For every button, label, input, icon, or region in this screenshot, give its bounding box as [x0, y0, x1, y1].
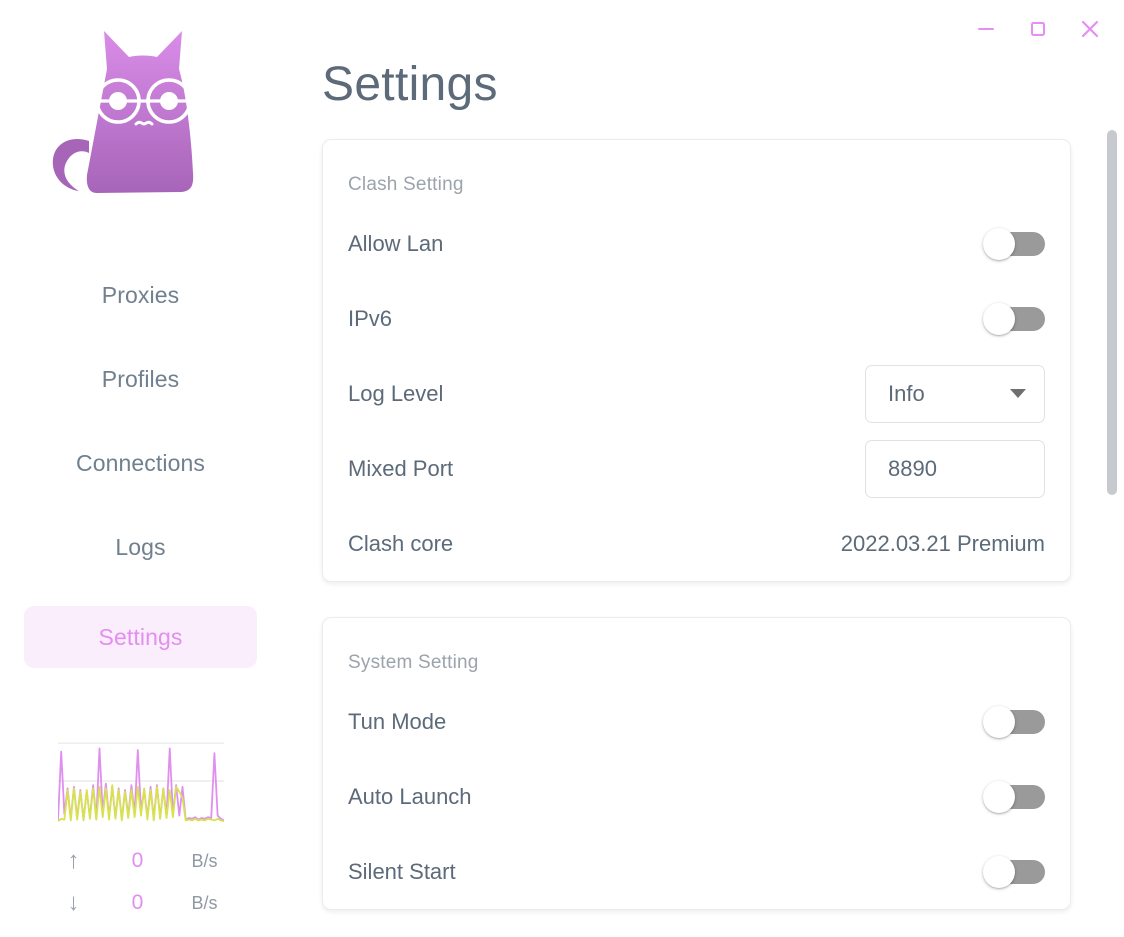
setting-label: Tun Mode [348, 708, 447, 734]
setting-label: Allow Lan [348, 230, 444, 256]
window-controls [960, 0, 1124, 58]
download-speed-row: ↓ 0 B/s [46, 882, 236, 924]
card-title: System Setting [348, 652, 479, 673]
traffic-series-download [57, 784, 224, 823]
maximize-button[interactable] [1012, 6, 1064, 52]
sidebar-item-proxies[interactable]: Proxies [24, 270, 257, 320]
minimize-button[interactable] [960, 6, 1012, 52]
sidebar-nav: Proxies Profiles Connections Logs Settin… [24, 270, 257, 668]
sidebar-item-label: Proxies [101, 281, 180, 308]
cat-logo-icon [52, 31, 196, 193]
silent-start-toggle[interactable] [983, 855, 1045, 888]
sidebar: Proxies Profiles Connections Logs Settin… [0, 0, 281, 937]
clash-setting-card: Clash Setting Allow Lan IPv6 [322, 139, 1071, 582]
setting-label: Mixed Port [348, 455, 454, 481]
close-button[interactable] [1064, 6, 1116, 52]
auto-launch-toggle[interactable] [983, 780, 1045, 813]
setting-row-ipv6: IPv6 [348, 281, 1045, 356]
log-level-value: Info [888, 380, 925, 406]
maximize-icon [1031, 22, 1045, 36]
setting-label: IPv6 [348, 305, 393, 331]
setting-label: Clash core [348, 530, 454, 556]
setting-row-clash-core: Clash core 2022.03.21 Premium [348, 506, 1045, 581]
sidebar-item-logs[interactable]: Logs [24, 522, 257, 572]
scrollbar-thumb[interactable] [1107, 130, 1117, 495]
card-title: Clash Setting [348, 174, 464, 195]
sidebar-item-label: Connections [76, 449, 205, 476]
traffic-widget: ↑ 0 B/s ↓ 0 B/s [41, 736, 241, 924]
setting-row-allow-lan: Allow Lan [348, 206, 1045, 281]
toggle-knob [983, 705, 1015, 738]
setting-label: Log Level [348, 380, 444, 406]
log-level-select[interactable]: Info [865, 364, 1045, 423]
settings-cards: Clash Setting Allow Lan IPv6 [281, 139, 1124, 910]
setting-row-mixed-port: Mixed Port [348, 431, 1045, 506]
upload-arrow-icon: ↑ [67, 847, 80, 874]
sidebar-item-label: Logs [115, 533, 166, 560]
setting-row-silent-start: Silent Start [348, 834, 1045, 909]
sidebar-item-label: Profiles [101, 365, 180, 392]
toggle-knob [983, 227, 1015, 260]
toggle-knob [983, 780, 1015, 813]
toggle-knob [983, 302, 1015, 335]
upload-speed-value: 0 [131, 849, 144, 872]
sidebar-item-label: Settings [98, 623, 183, 650]
page-title: Settings [322, 58, 498, 111]
mixed-port-input[interactable] [865, 439, 1045, 498]
close-icon [1081, 20, 1099, 38]
main-content: Settings Clash Setting Allow Lan IPv6 [281, 0, 1124, 937]
download-arrow-icon: ↓ [67, 889, 80, 916]
tun-mode-toggle[interactable] [983, 705, 1045, 738]
scrollbar[interactable] [1107, 0, 1117, 937]
download-speed-value: 0 [131, 891, 144, 914]
ipv6-toggle[interactable] [983, 302, 1045, 335]
setting-label: Auto Launch [348, 783, 472, 809]
minimize-icon [978, 28, 994, 30]
setting-row-tun-mode: Tun Mode [348, 684, 1045, 759]
traffic-sparkline-icon [57, 742, 224, 823]
traffic-chart [57, 736, 224, 826]
upload-speed-unit: B/s [191, 850, 218, 871]
clash-core-version: 2022.03.21 Premium [840, 530, 1045, 556]
download-speed-unit: B/s [191, 892, 218, 913]
setting-label: Silent Start [348, 858, 456, 884]
upload-speed-row: ↑ 0 B/s [46, 840, 236, 882]
sidebar-item-profiles[interactable]: Profiles [24, 354, 257, 404]
allow-lan-toggle[interactable] [983, 227, 1045, 260]
setting-row-auto-launch: Auto Launch [348, 759, 1045, 834]
toggle-knob [983, 855, 1015, 888]
sidebar-item-settings[interactable]: Settings [24, 606, 257, 668]
app-logo [31, 18, 251, 228]
sidebar-item-connections[interactable]: Connections [24, 438, 257, 488]
chevron-down-icon [1010, 389, 1026, 398]
setting-row-log-level: Log Level Info [348, 356, 1045, 431]
system-setting-card: System Setting Tun Mode Auto Launch [322, 617, 1071, 910]
